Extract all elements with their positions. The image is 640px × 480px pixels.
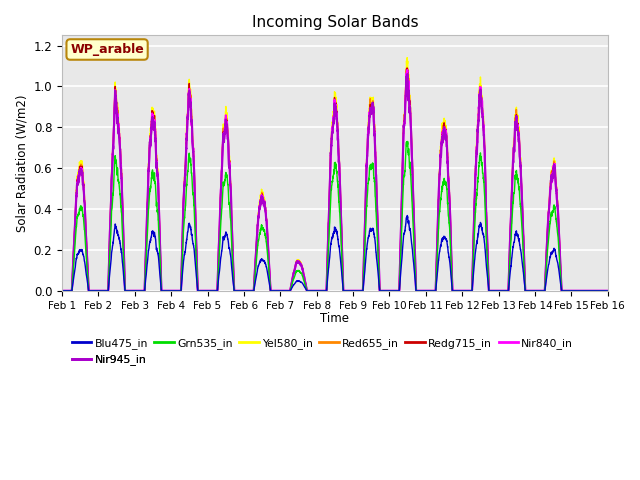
Legend: Nir945_in: Nir945_in: [67, 350, 150, 370]
Title: Incoming Solar Bands: Incoming Solar Bands: [252, 15, 418, 30]
Y-axis label: Solar Radiation (W/m2): Solar Radiation (W/m2): [15, 95, 28, 232]
X-axis label: Time: Time: [321, 312, 349, 325]
Text: WP_arable: WP_arable: [70, 43, 144, 56]
